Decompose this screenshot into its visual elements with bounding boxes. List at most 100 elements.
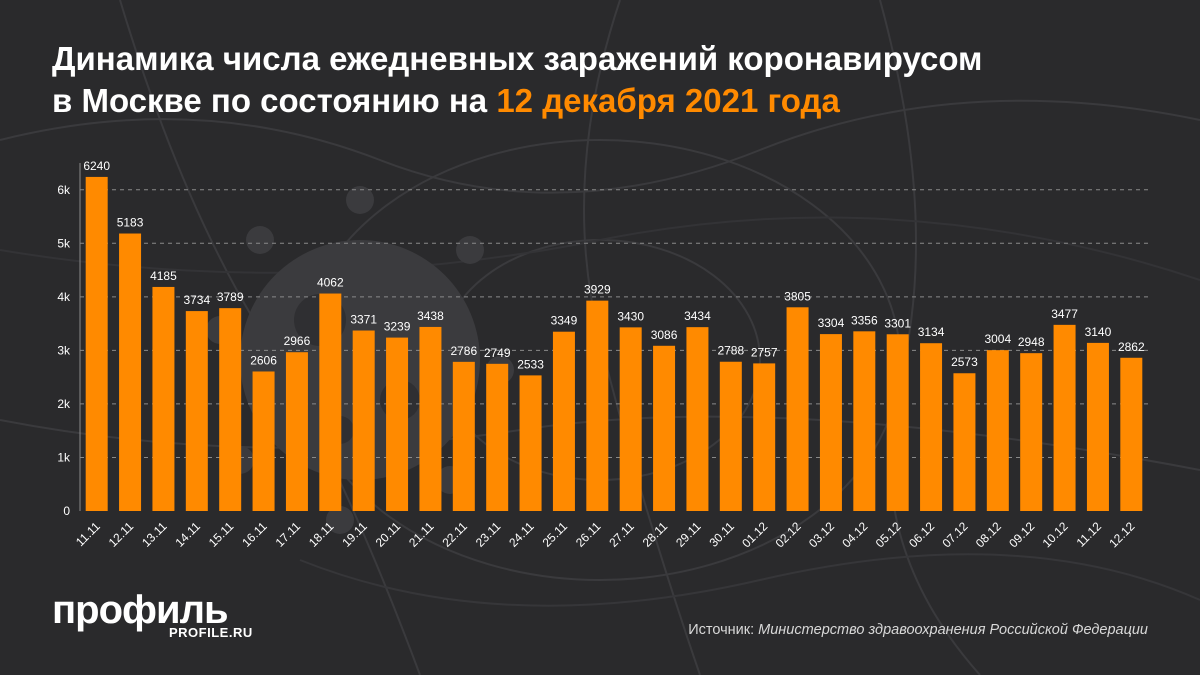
title-line-2: в Москве по состоянию на 12 декабря 2021… <box>52 80 1172 122</box>
bar <box>686 327 709 511</box>
bar <box>953 373 976 511</box>
bar <box>85 176 108 512</box>
x-tick-label: 10.12 <box>1040 519 1071 550</box>
x-tick-label: 03.12 <box>806 519 837 550</box>
bar-value-label: 3805 <box>784 289 811 303</box>
bar-value-label: 3438 <box>417 309 444 323</box>
bar-value-label: 3004 <box>984 332 1011 346</box>
x-tick-label: 16.11 <box>239 519 270 550</box>
bar <box>285 352 308 511</box>
bar-value-label: 3371 <box>350 313 377 327</box>
bar-value-label: 2757 <box>751 345 778 359</box>
y-tick-label: 2k <box>57 397 71 411</box>
bar-value-label: 2786 <box>450 344 477 358</box>
bar <box>419 326 442 511</box>
bar-value-label: 3304 <box>818 316 845 330</box>
bar-value-label: 3434 <box>684 309 711 323</box>
bar-value-label: 5183 <box>117 216 144 230</box>
bar-value-label: 3430 <box>617 309 644 323</box>
bar-value-label: 3301 <box>884 316 911 330</box>
bar-value-label: 3929 <box>584 283 611 297</box>
x-tick-label: 13.11 <box>139 519 170 550</box>
bar-value-label: 3239 <box>384 320 411 334</box>
bar <box>486 363 509 511</box>
bar-value-label: 3134 <box>918 325 945 339</box>
value-labels: 6240 5183 4185 3734 3789 2606 2966 4062 3371 3239… <box>83 159 1145 371</box>
x-tick-label: 26.11 <box>573 519 604 550</box>
title-line-2-prefix: в Москве по состоянию на <box>52 82 497 119</box>
x-tick-label: 09.12 <box>1006 519 1037 550</box>
x-tick-label: 30.11 <box>706 519 737 550</box>
bar <box>619 327 642 511</box>
x-tick-label: 07.12 <box>939 519 970 550</box>
bar <box>753 363 776 511</box>
bar-value-label: 2862 <box>1118 340 1145 354</box>
y-tick-label: 4k <box>57 290 71 304</box>
x-tick-label: 12.12 <box>1106 519 1137 550</box>
x-tick-label: 12.11 <box>106 519 137 550</box>
profile-logo: профиль <box>52 588 229 632</box>
y-tick-label: 5k <box>57 236 71 250</box>
bar <box>920 343 943 511</box>
bar <box>185 311 208 511</box>
bar <box>886 334 909 511</box>
bar-value-label: 2749 <box>484 346 511 360</box>
x-tick-label: 05.12 <box>873 519 904 550</box>
bar <box>152 286 175 511</box>
x-tick-label: 11.11 <box>73 519 103 549</box>
x-tick-label: 20.11 <box>373 519 404 550</box>
bar-value-label: 3086 <box>651 328 678 342</box>
y-tick-label: 6k <box>57 183 71 197</box>
x-tick-label: 29.11 <box>673 519 704 550</box>
bar <box>786 307 809 511</box>
bar-value-label: 4185 <box>150 269 177 283</box>
x-axis-ticks: 11.11 12.11 13.11 14.11 15.11 16.11 17.11 18.11… <box>73 519 1138 550</box>
bar <box>552 331 575 511</box>
y-axis-ticks: 0 1k 2k 3k 4k 5k 6k <box>57 183 71 518</box>
bar-value-label: 6240 <box>83 159 110 173</box>
x-tick-label: 22.11 <box>439 519 470 550</box>
bar <box>319 293 342 511</box>
bar <box>219 308 242 511</box>
bar <box>352 330 375 511</box>
x-tick-label: 27.11 <box>606 519 637 550</box>
bar-value-label: 3477 <box>1051 307 1078 321</box>
x-tick-label: 23.11 <box>473 519 504 550</box>
x-tick-label: 06.12 <box>906 519 937 550</box>
bar <box>519 375 542 511</box>
bar-value-label: 3140 <box>1085 325 1112 339</box>
bar-value-label: 2606 <box>250 353 277 367</box>
bar-value-label: 3349 <box>551 314 578 328</box>
bar <box>1086 342 1109 511</box>
y-tick-label: 1k <box>57 450 71 464</box>
x-tick-label: 01.12 <box>739 519 770 550</box>
source-label: Источник: <box>688 622 759 638</box>
y-tick-label: 0 <box>63 504 70 518</box>
bar-value-label: 2966 <box>284 334 311 348</box>
bar <box>819 334 842 511</box>
x-tick-label: 14.11 <box>172 519 203 550</box>
x-tick-label: 02.12 <box>773 519 804 550</box>
bar <box>386 337 409 511</box>
bar <box>853 331 876 511</box>
title-date-accent: 12 декабря 2021 года <box>496 82 840 119</box>
x-tick-label: 11.12 <box>1074 519 1105 550</box>
bar-value-label: 3356 <box>851 313 878 327</box>
title-line-1: Динамика числа ежедневных заражений коро… <box>52 40 983 77</box>
bar <box>1053 324 1076 511</box>
x-tick-label: 25.11 <box>540 519 571 550</box>
profile-logo-url: PROFILE.RU <box>169 625 253 640</box>
x-tick-label: 08.12 <box>973 519 1004 550</box>
bar <box>119 233 142 512</box>
x-tick-label: 21.11 <box>406 519 437 550</box>
y-tick-label: 3k <box>57 343 71 357</box>
x-tick-label: 28.11 <box>640 519 671 550</box>
x-tick-label: 15.11 <box>206 519 237 550</box>
source-text: Министерство здравоохранения Российской … <box>758 622 1148 638</box>
bar <box>252 371 275 511</box>
bar <box>653 345 676 511</box>
bar <box>1020 353 1043 511</box>
x-tick-label: 24.11 <box>506 519 537 550</box>
bar-value-label: 4062 <box>317 276 344 290</box>
